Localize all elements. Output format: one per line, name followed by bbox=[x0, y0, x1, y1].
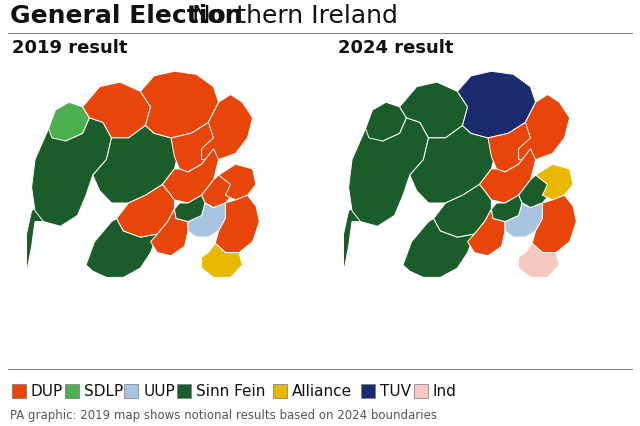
Polygon shape bbox=[468, 209, 505, 256]
Text: PA graphic: 2019 map shows notional results based on 2024 boundaries: PA graphic: 2019 map shows notional resu… bbox=[10, 409, 437, 423]
Text: TUV: TUV bbox=[380, 383, 412, 398]
Polygon shape bbox=[505, 203, 543, 237]
Text: Alliance: Alliance bbox=[292, 383, 352, 398]
Polygon shape bbox=[536, 164, 573, 200]
Bar bbox=[177, 384, 191, 398]
Bar bbox=[124, 384, 138, 398]
Polygon shape bbox=[83, 82, 150, 138]
Bar bbox=[12, 384, 26, 398]
Text: DUP: DUP bbox=[31, 383, 63, 398]
Bar bbox=[65, 384, 79, 398]
Text: SDLP: SDLP bbox=[84, 383, 123, 398]
Polygon shape bbox=[434, 184, 492, 237]
Polygon shape bbox=[488, 122, 536, 172]
Polygon shape bbox=[26, 180, 86, 273]
Polygon shape bbox=[344, 180, 403, 273]
Polygon shape bbox=[202, 95, 253, 160]
Text: Northern Ireland: Northern Ireland bbox=[184, 4, 398, 28]
Polygon shape bbox=[410, 126, 497, 203]
Text: UUP: UUP bbox=[143, 383, 175, 398]
Polygon shape bbox=[116, 184, 174, 237]
Polygon shape bbox=[458, 71, 536, 138]
Polygon shape bbox=[399, 82, 468, 138]
Polygon shape bbox=[202, 243, 243, 277]
Polygon shape bbox=[86, 219, 157, 277]
Polygon shape bbox=[140, 71, 219, 138]
Polygon shape bbox=[219, 164, 256, 200]
Polygon shape bbox=[163, 149, 219, 203]
Polygon shape bbox=[365, 102, 406, 141]
Bar bbox=[414, 384, 428, 398]
Text: General Election: General Election bbox=[10, 4, 243, 28]
Polygon shape bbox=[150, 209, 188, 256]
Text: 2019 result: 2019 result bbox=[12, 39, 127, 57]
Polygon shape bbox=[492, 195, 522, 222]
Polygon shape bbox=[31, 118, 111, 226]
Polygon shape bbox=[518, 175, 552, 207]
Text: Sinn Fein: Sinn Fein bbox=[196, 383, 266, 398]
Polygon shape bbox=[518, 95, 570, 160]
Polygon shape bbox=[49, 102, 90, 141]
Polygon shape bbox=[202, 175, 236, 207]
Bar bbox=[362, 384, 376, 398]
Polygon shape bbox=[171, 122, 219, 172]
Polygon shape bbox=[188, 203, 225, 237]
Polygon shape bbox=[174, 195, 205, 222]
Polygon shape bbox=[479, 149, 536, 203]
Polygon shape bbox=[349, 118, 429, 226]
Polygon shape bbox=[518, 243, 559, 277]
Polygon shape bbox=[93, 126, 179, 203]
Polygon shape bbox=[532, 195, 577, 253]
Text: Ind: Ind bbox=[433, 383, 457, 398]
Polygon shape bbox=[403, 219, 474, 277]
Text: 2024 result: 2024 result bbox=[338, 39, 454, 57]
Polygon shape bbox=[215, 195, 259, 253]
Bar bbox=[273, 384, 287, 398]
